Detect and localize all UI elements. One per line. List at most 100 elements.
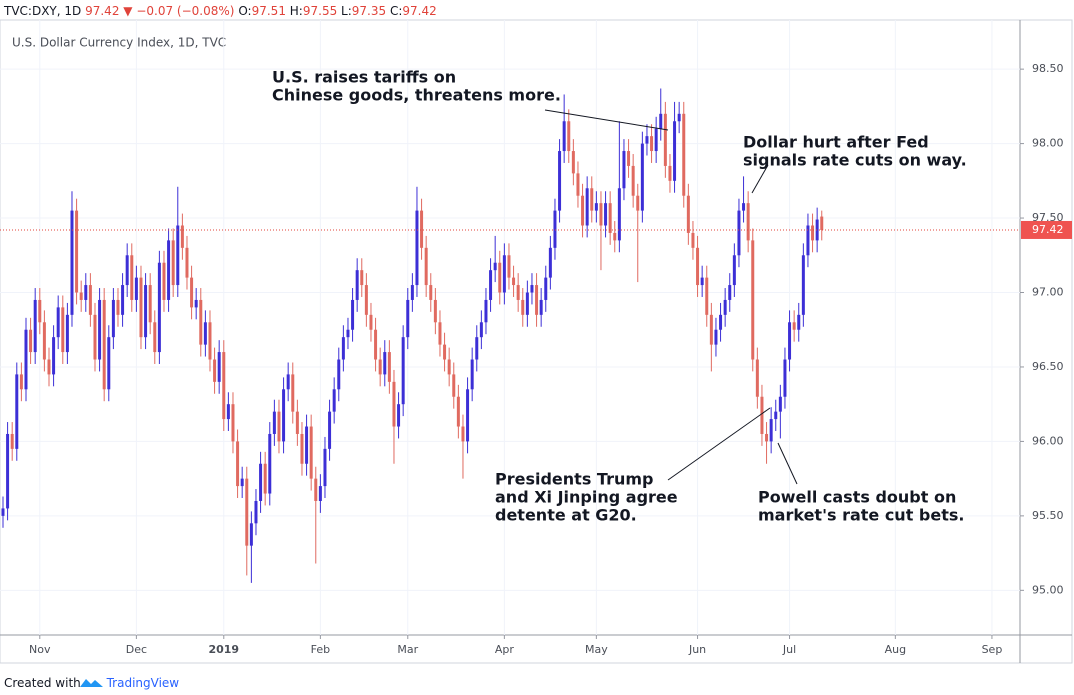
y-tick-label: 96.00	[1032, 434, 1064, 447]
candle-body	[820, 216, 824, 230]
candle-body	[429, 285, 433, 300]
ohlc-label: C:	[390, 4, 402, 18]
y-tick-label: 98.50	[1032, 62, 1064, 75]
candle-body	[125, 255, 129, 286]
candle-body	[305, 426, 309, 464]
candle-body	[654, 128, 658, 152]
candle-body	[61, 307, 65, 353]
candle-body	[742, 203, 746, 211]
annotation-line	[777, 442, 798, 485]
candle-body	[512, 277, 516, 286]
candle-body	[171, 240, 175, 286]
annotation: Powell casts doubt on	[758, 488, 956, 507]
footer-prefix: Created with	[4, 676, 81, 690]
candle-body	[387, 352, 391, 382]
candle-body	[259, 463, 263, 501]
candle-body	[144, 285, 148, 338]
candle-body	[774, 411, 778, 420]
x-tick-label: May	[585, 643, 608, 656]
candle-body	[659, 113, 663, 129]
x-tick-label: Jul	[782, 643, 796, 656]
candle-body	[249, 523, 253, 546]
y-tick-label: 95.50	[1032, 509, 1064, 522]
candle-body	[544, 277, 548, 300]
candle-body	[263, 463, 267, 494]
annotation: and Xi Jinping agree	[495, 488, 678, 507]
frame	[0, 19, 1073, 664]
candle-body	[535, 285, 539, 315]
candle-body	[236, 441, 240, 487]
candle-body	[479, 322, 483, 338]
candle-body	[139, 277, 143, 338]
candle-body	[1, 508, 5, 516]
candle-body	[102, 299, 106, 390]
candles	[1, 88, 824, 583]
candle-body	[190, 277, 194, 308]
candle-body	[792, 322, 796, 330]
candle-body	[277, 411, 281, 442]
candle-body	[337, 359, 341, 390]
x-tick-label: Dec	[126, 643, 147, 656]
candle-body	[10, 433, 14, 449]
candle-body	[42, 322, 46, 360]
candle-body	[65, 314, 69, 353]
candle-body	[180, 225, 184, 248]
last-price-box	[1021, 220, 1072, 239]
candle-body	[645, 136, 649, 144]
candle-body	[461, 426, 465, 442]
candle-body	[410, 285, 414, 300]
annotation: Chinese goods, threatens more.	[272, 86, 561, 105]
candle-body	[157, 262, 161, 353]
candle-body	[769, 419, 773, 442]
candle-body	[392, 381, 396, 427]
candle-body	[581, 195, 585, 226]
candle-body	[415, 210, 419, 286]
candle-body	[521, 299, 525, 315]
y-tick-label: 97.50	[1032, 211, 1064, 224]
footer-brand[interactable]: TradingView	[106, 676, 180, 690]
candle-body	[452, 374, 456, 397]
candle-body	[470, 359, 474, 390]
candle-body	[75, 210, 79, 293]
candle-body	[121, 285, 125, 315]
candle-body	[604, 203, 608, 226]
candle-body	[291, 374, 295, 412]
candle-body	[714, 329, 718, 345]
candle-body	[226, 404, 230, 420]
candle-body	[797, 314, 801, 330]
change-arrow: ▼	[123, 4, 133, 18]
candle-body	[456, 396, 460, 427]
chart-title: U.S. Dollar Currency Index, 1D, TVC	[12, 36, 226, 50]
annotation-line	[751, 164, 769, 194]
candle-body	[700, 277, 704, 286]
annotation-line	[544, 109, 669, 131]
candle-body	[15, 374, 19, 449]
candle-body	[203, 322, 207, 345]
y-tick-label: 97.00	[1032, 286, 1064, 299]
candle-body	[167, 240, 171, 300]
candle-body	[300, 433, 304, 464]
candle-body	[507, 255, 511, 278]
candle-body	[6, 433, 10, 509]
candle-body	[709, 314, 713, 345]
candle-body	[617, 188, 621, 241]
ohlc-value: 97.42	[402, 4, 436, 18]
candle-body	[553, 210, 557, 248]
candle-body	[562, 121, 566, 152]
candle-body	[199, 299, 203, 345]
candle-body	[360, 270, 364, 286]
candle-body	[484, 299, 488, 323]
candle-body	[378, 359, 382, 375]
ohlc-value: 97.55	[303, 4, 337, 18]
candle-body	[516, 285, 520, 300]
x-tick-label: 2019	[208, 643, 239, 656]
candle-body	[737, 210, 741, 256]
y-tick-label: 96.50	[1032, 360, 1064, 373]
ohlc-label: H:	[290, 4, 303, 18]
ohlc-label: O:	[238, 4, 251, 18]
x-tick-label: Aug	[885, 643, 906, 656]
header: TVC:DXY, 1D 97.42 ▼ −0.07 (−0.08%) O:97.…	[3, 4, 437, 18]
candle-body	[346, 329, 350, 338]
candle-body	[401, 337, 405, 405]
